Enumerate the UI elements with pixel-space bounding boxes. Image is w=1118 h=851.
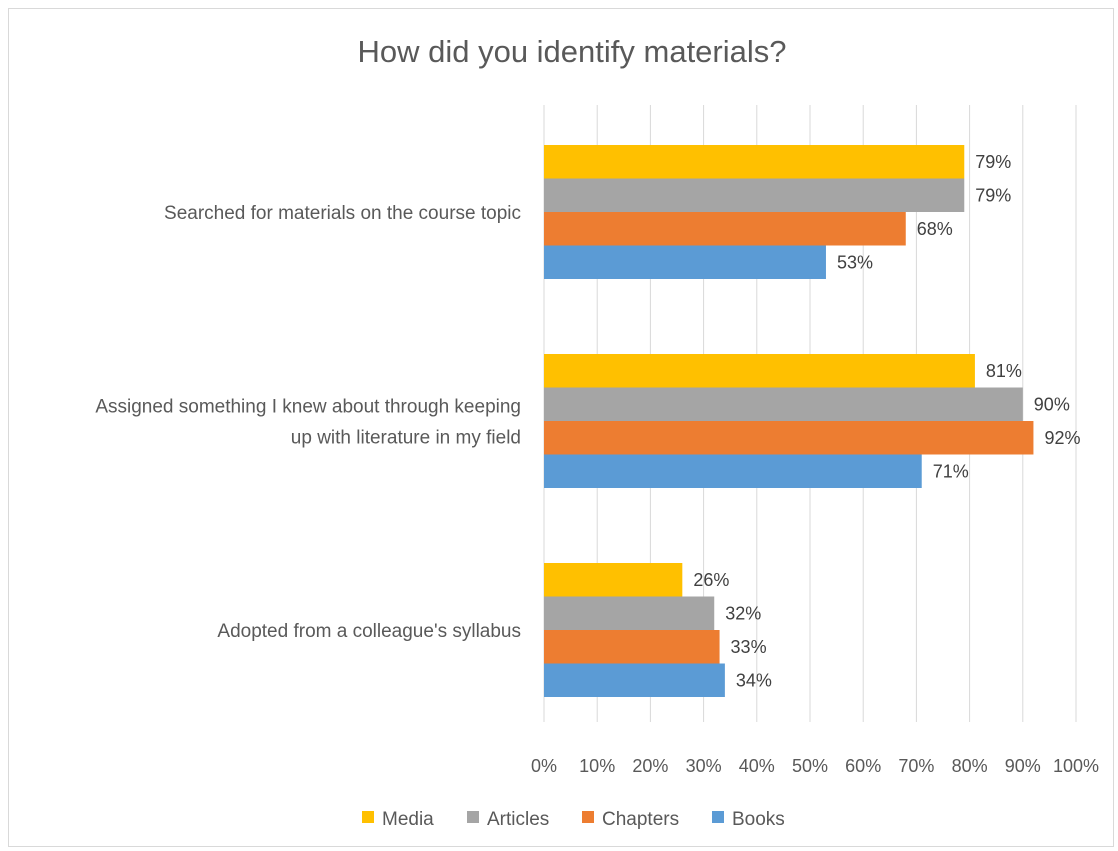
category-label: Searched for materials on the course top… <box>164 203 521 224</box>
bar-articles <box>544 178 965 212</box>
data-label: 33% <box>731 637 767 657</box>
x-tick-label: 70% <box>898 756 934 776</box>
x-tick-label: 40% <box>739 756 775 776</box>
legend-swatch <box>362 811 374 823</box>
x-tick-label: 0% <box>531 756 557 776</box>
legend: Media Articles Chapters Books <box>362 809 785 830</box>
bars <box>544 145 1034 697</box>
data-labels: 79% 79% 68% 53% 81% 90% 92% 71% 26% 32% 33% 34% <box>693 152 1080 691</box>
bar-books <box>544 245 826 279</box>
chart-title: How did you identify materials? <box>357 34 786 69</box>
data-label: 68% <box>917 219 953 239</box>
legend-label: Articles <box>487 809 549 830</box>
x-tick-label: 90% <box>1005 756 1041 776</box>
x-tick-label: 20% <box>632 756 668 776</box>
bar-books <box>544 454 922 488</box>
bar-chapters <box>544 630 720 664</box>
data-label: 34% <box>736 670 772 690</box>
data-label: 26% <box>693 570 729 590</box>
data-label: 79% <box>975 152 1011 172</box>
legend-swatch <box>712 811 724 823</box>
bar-media <box>544 354 975 388</box>
x-tick-label: 30% <box>686 756 722 776</box>
category-label: Assigned something I knew about through … <box>95 397 521 418</box>
category-labels: Searched for materials on the course top… <box>95 203 521 642</box>
x-axis-ticks: 0% 10% 20% 30% 40% 50% 60% 70% 80% 90% 100% <box>531 756 1099 776</box>
data-label: 53% <box>837 252 873 272</box>
bar-media <box>544 563 683 597</box>
category-label: Adopted from a colleague's syllabus <box>217 621 521 642</box>
bar-articles <box>544 596 715 630</box>
data-label: 71% <box>933 461 969 481</box>
legend-label: Books <box>732 809 785 830</box>
legend-label: Chapters <box>602 809 679 830</box>
x-tick-label: 80% <box>952 756 988 776</box>
x-tick-label: 100% <box>1053 756 1099 776</box>
data-label: 90% <box>1034 394 1070 414</box>
legend-label: Media <box>382 809 434 830</box>
bar-chapters <box>544 421 1034 455</box>
data-label: 79% <box>975 185 1011 205</box>
category-label: up with literature in my field <box>291 428 521 449</box>
data-label: 32% <box>725 603 761 623</box>
legend-swatch <box>467 811 479 823</box>
data-label: 92% <box>1044 428 1080 448</box>
data-label: 81% <box>986 361 1022 381</box>
bar-media <box>544 145 965 179</box>
x-tick-label: 50% <box>792 756 828 776</box>
bar-books <box>544 663 725 697</box>
x-tick-label: 10% <box>579 756 615 776</box>
legend-swatch <box>582 811 594 823</box>
bar-articles <box>544 387 1023 421</box>
x-tick-label: 60% <box>845 756 881 776</box>
bar-chapters <box>544 212 906 246</box>
